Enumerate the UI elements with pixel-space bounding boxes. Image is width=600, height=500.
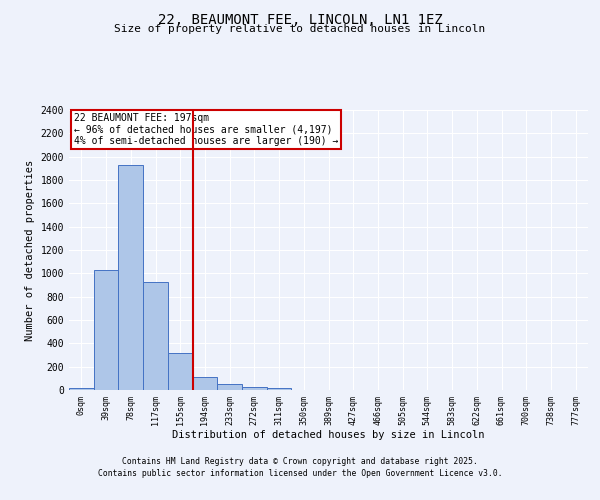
Text: 22, BEAUMONT FEE, LINCOLN, LN1 1EZ: 22, BEAUMONT FEE, LINCOLN, LN1 1EZ <box>158 12 442 26</box>
X-axis label: Distribution of detached houses by size in Lincoln: Distribution of detached houses by size … <box>172 430 485 440</box>
Bar <box>193 377 217 390</box>
Text: Contains public sector information licensed under the Open Government Licence v3: Contains public sector information licen… <box>98 468 502 477</box>
Text: Size of property relative to detached houses in Lincoln: Size of property relative to detached ho… <box>115 24 485 34</box>
Text: Contains HM Land Registry data © Crown copyright and database right 2025.: Contains HM Land Registry data © Crown c… <box>122 458 478 466</box>
Bar <box>242 387 267 390</box>
Bar <box>267 388 292 390</box>
Text: 22 BEAUMONT FEE: 197sqm
← 96% of detached houses are smaller (4,197)
4% of semi-: 22 BEAUMONT FEE: 197sqm ← 96% of detache… <box>74 113 338 146</box>
Bar <box>217 384 242 390</box>
Bar <box>143 282 168 390</box>
Bar <box>69 388 94 390</box>
Bar <box>168 353 193 390</box>
Bar <box>94 270 118 390</box>
Bar <box>118 166 143 390</box>
Y-axis label: Number of detached properties: Number of detached properties <box>25 160 35 340</box>
